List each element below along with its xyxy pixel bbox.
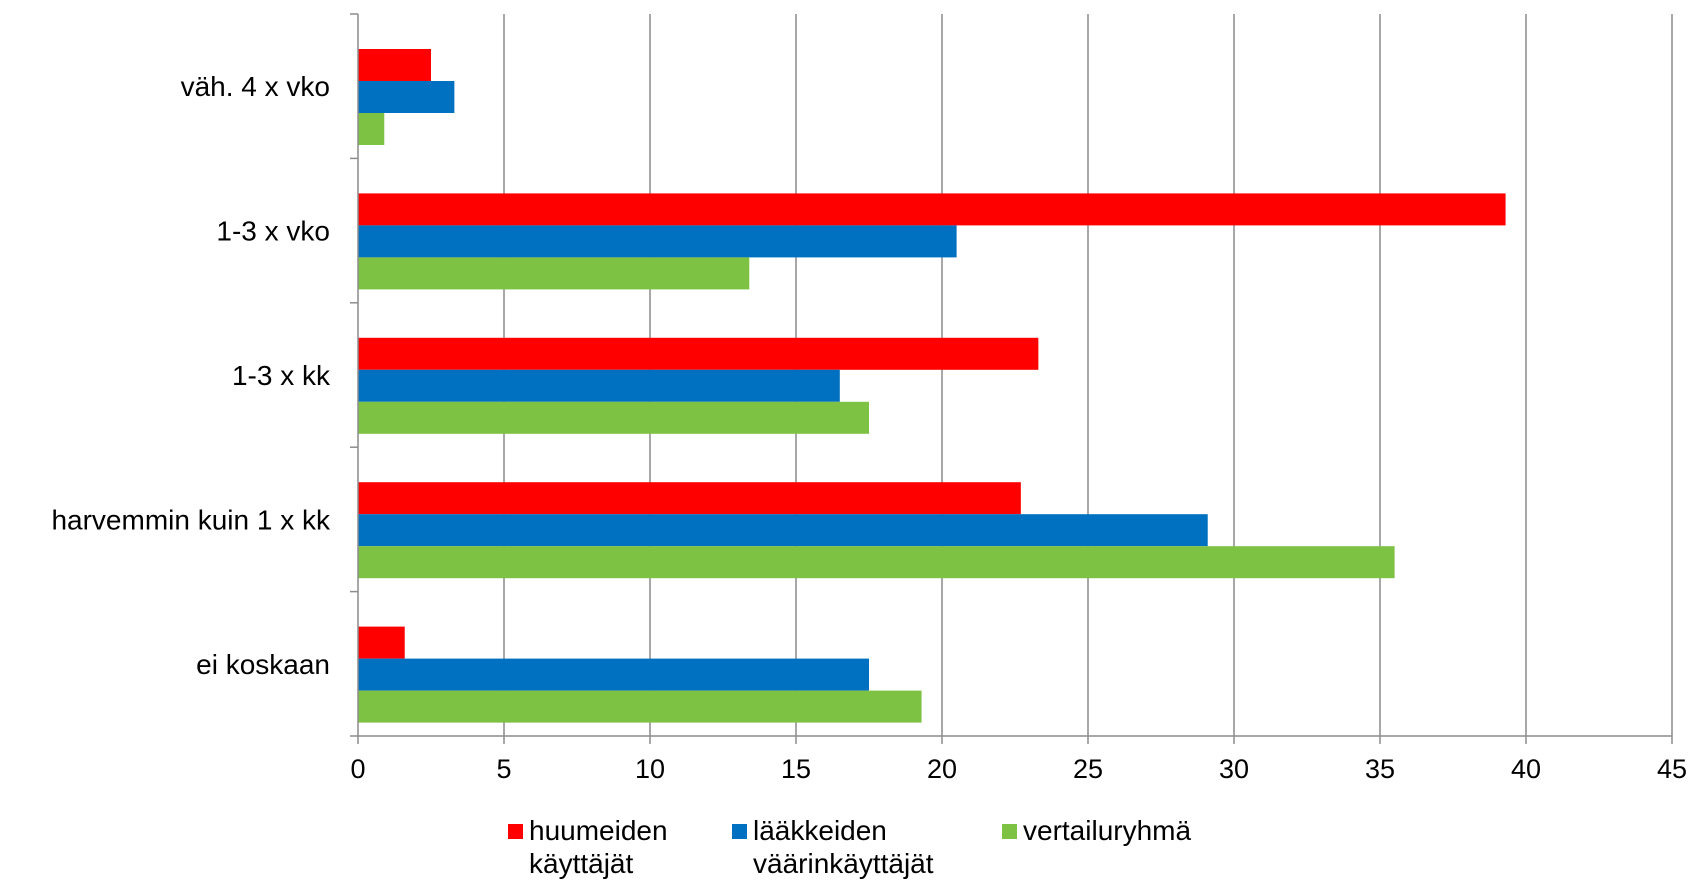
axes [350, 13, 1673, 744]
category-label-3: 1-3 x kk [232, 360, 331, 391]
legend: huumeiden käyttäjät lääkkeiden väärinkäy… [508, 814, 1508, 884]
category-label-4: harvemmin kuin 1 x kk [51, 504, 331, 535]
x-tick-label-9: 40 [1511, 754, 1541, 784]
gridlines [503, 14, 1673, 736]
category-label-2: 1-3 x vko [216, 216, 330, 247]
bar-2-4 [358, 514, 1208, 547]
bar-1-3 [358, 337, 1039, 370]
legend-item-2: lääkkeiden väärinkäyttäjät [732, 814, 934, 880]
tick-labels: 0 5 10 15 20 25 30 35 40 45 [350, 754, 1687, 784]
legend-label-1: huumeiden käyttäjät [529, 815, 668, 879]
x-tick-label-2: 5 [496, 754, 511, 784]
legend-label-3: vertailuryhmä [1023, 815, 1192, 846]
bar-1-4 [358, 482, 1021, 515]
legend-swatch-3 [1002, 824, 1017, 839]
bar-3-2 [358, 257, 750, 290]
x-tick-label-6: 25 [1073, 754, 1103, 784]
bar-2-1 [358, 81, 455, 113]
bars [358, 49, 1506, 723]
bar-1-1 [358, 49, 431, 81]
legend-label-2: lääkkeiden väärinkäyttäjät [753, 815, 934, 879]
category-label-1: väh. 4 x vko [181, 71, 330, 102]
category-label-5: ei koskaan [196, 649, 330, 680]
x-tick-label-5: 20 [927, 754, 957, 784]
x-tick-label-7: 30 [1219, 754, 1249, 784]
x-tick-label-1: 0 [350, 754, 365, 784]
legend-swatch-2 [732, 824, 747, 839]
bar-1-2 [358, 193, 1506, 226]
legend-item-3: vertailuryhmä [1002, 814, 1191, 847]
x-tick-label-3: 10 [635, 754, 665, 784]
category-labels: väh. 4 x vko 1-3 x vko 1-3 x kk harvemmin k… [51, 71, 331, 680]
legend-swatch-1 [508, 824, 523, 839]
x-tick-label-4: 15 [781, 754, 811, 784]
bar-1-5 [358, 626, 405, 659]
bar-2-3 [358, 369, 840, 402]
bar-3-3 [358, 401, 869, 434]
legend-item-1: huumeiden käyttäjät [508, 814, 668, 880]
bar-3-4 [358, 546, 1395, 579]
bar-2-2 [358, 225, 957, 258]
x-tick-label-10: 45 [1657, 754, 1687, 784]
bar-3-1 [358, 113, 385, 145]
x-tick-label-8: 35 [1365, 754, 1395, 784]
bar-3-5 [358, 690, 922, 723]
bar-2-5 [358, 658, 869, 691]
